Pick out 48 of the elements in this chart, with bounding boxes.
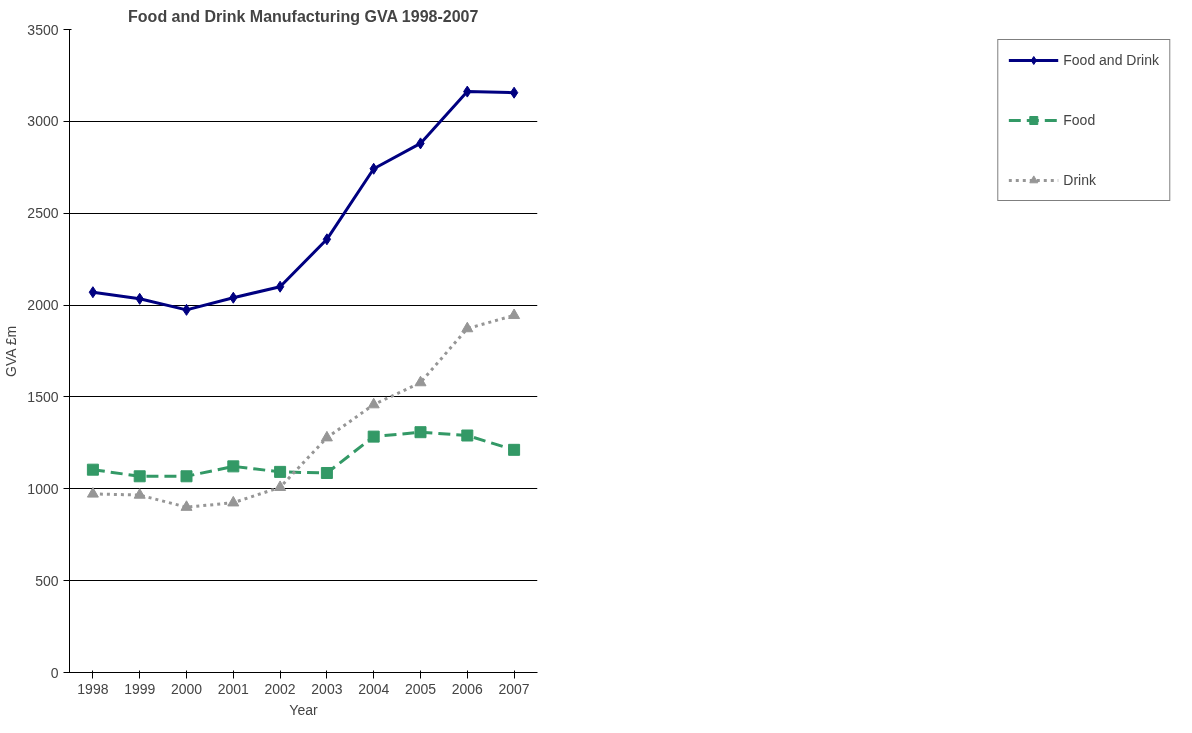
y-tick-label: 1000 bbox=[27, 480, 59, 497]
point bbox=[508, 308, 521, 320]
point bbox=[322, 233, 332, 246]
y-tick-label: 3000 bbox=[27, 113, 59, 130]
point bbox=[508, 443, 521, 456]
point bbox=[414, 426, 427, 439]
x-tick-label: 2000 bbox=[170, 680, 203, 697]
point bbox=[274, 465, 287, 478]
y-tick-label: 2500 bbox=[27, 205, 59, 222]
point bbox=[180, 500, 193, 511]
point bbox=[509, 86, 519, 99]
point bbox=[275, 280, 285, 293]
y-tick-label: 0 bbox=[50, 664, 59, 681]
legend-label: Drink bbox=[1063, 172, 1096, 188]
point bbox=[86, 463, 99, 476]
x-tick-label: 2001 bbox=[217, 680, 250, 697]
x-tick-label: 2004 bbox=[358, 680, 390, 697]
point bbox=[414, 375, 427, 387]
x-tick-label: 2002 bbox=[264, 680, 296, 697]
point bbox=[133, 488, 146, 499]
point bbox=[274, 480, 287, 491]
point bbox=[320, 466, 333, 479]
x-tick-label: 2006 bbox=[451, 680, 484, 697]
point bbox=[461, 429, 474, 442]
x-axis-title: Year bbox=[289, 701, 318, 718]
y-tick-label: 3500 bbox=[27, 21, 59, 38]
legend-label: Food and Drink bbox=[1063, 52, 1159, 68]
x-tick-label: 1999 bbox=[124, 680, 156, 697]
point bbox=[88, 286, 98, 299]
chart-title: Food and Drink Manufacturing GVA 1998-2007 bbox=[128, 7, 479, 25]
point bbox=[367, 397, 380, 409]
y-tick-label: 500 bbox=[35, 572, 59, 589]
point bbox=[320, 430, 333, 442]
point bbox=[180, 470, 193, 483]
y-tick-label: 1500 bbox=[27, 388, 59, 405]
x-tick-label: 2007 bbox=[498, 680, 530, 697]
x-tick-label: 2003 bbox=[311, 680, 343, 697]
point bbox=[227, 495, 240, 507]
point bbox=[461, 321, 474, 333]
x-tick-label: 2005 bbox=[404, 680, 437, 697]
point bbox=[86, 487, 99, 498]
point bbox=[367, 430, 380, 443]
point bbox=[227, 460, 240, 473]
y-tick-label: 2000 bbox=[27, 297, 59, 314]
y-axis-title: GVA £m bbox=[3, 325, 20, 377]
point bbox=[133, 470, 146, 483]
legend-label: Food bbox=[1063, 112, 1096, 128]
x-tick-label: 1998 bbox=[77, 680, 109, 697]
